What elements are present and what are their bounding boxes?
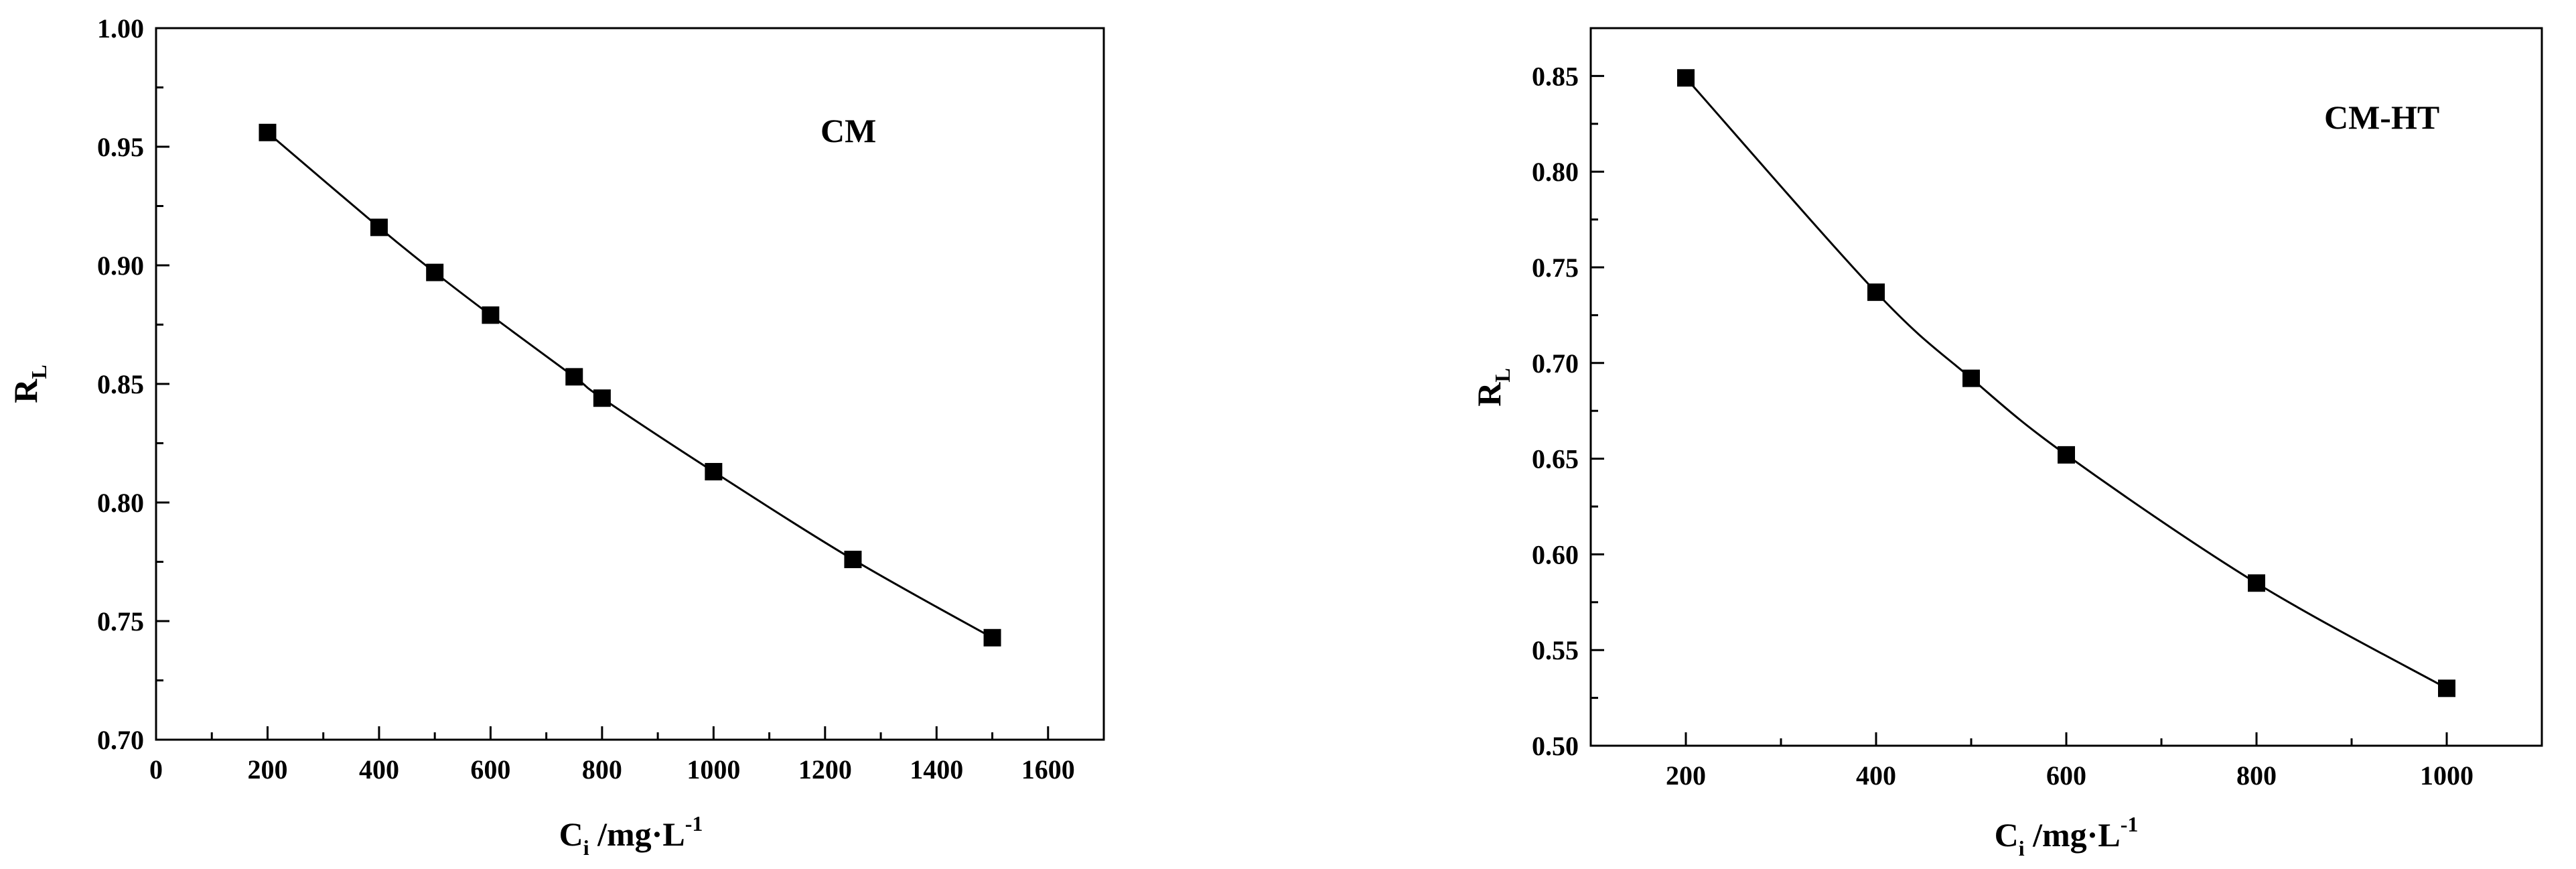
data-point [1867, 283, 1885, 302]
y-axis-title-main: R [7, 379, 44, 403]
x-tick-label: 800 [582, 754, 622, 785]
y-axis-title-main: R [1470, 382, 1508, 407]
x-tick-label: 400 [1856, 760, 1896, 791]
x-tick-label: 1600 [1021, 754, 1075, 785]
x-axis-title: Ci /mg·L-1 [559, 811, 703, 860]
y-tick-label: 0.65 [1532, 444, 1579, 474]
x-tick-label: 1000 [687, 754, 740, 785]
data-point [426, 263, 444, 281]
x-axis-title-sub: i [2019, 836, 2025, 860]
y-axis-title: RL [7, 364, 51, 403]
axis-ticks [155, 27, 1050, 741]
data-point [259, 123, 277, 141]
chart-annotation: CM-HT [2324, 98, 2439, 136]
x-tick-label: 200 [1666, 760, 1706, 791]
data-point [593, 389, 611, 407]
series-markers [259, 123, 1001, 647]
y-tick-label: 0.85 [1532, 61, 1579, 91]
x-tick-label: 1200 [798, 754, 852, 785]
series-line [267, 131, 993, 639]
x-axis-title-main: C [559, 815, 583, 853]
y-tick-label: 0.85 [97, 369, 144, 399]
x-axis-title-sup: -1 [685, 811, 703, 835]
data-point [1962, 369, 1980, 387]
y-tick-label: 0.75 [97, 606, 144, 637]
data-point [2248, 574, 2265, 592]
y-tick-label: 0.75 [1532, 253, 1579, 283]
chart-cm: 0 200 400 600 800 1000 1200 1400 1600 0.700.750.… [7, 13, 1105, 860]
chart-cm-ht: 200 400 600 800 1000 0.50 0.55 0.60 0.65 0.70 0.7… [1470, 27, 2543, 860]
x-tick-labels: 200 400 600 800 1000 [1666, 760, 2474, 791]
x-axis-title-rest: /mg·L [2025, 816, 2121, 854]
x-axis-title-rest: /mg·L [589, 815, 685, 853]
y-tick-label: 0.55 [1532, 635, 1579, 665]
x-tick-label: 200 [247, 754, 287, 785]
x-tick-labels: 0 200 400 600 800 1000 1200 1400 1600 [149, 754, 1075, 785]
chart-annotation: CM [820, 112, 876, 149]
x-tick-label: 400 [359, 754, 399, 785]
x-axis-title: Ci /mg·L-1 [1995, 812, 2139, 860]
x-tick-label: 600 [470, 754, 510, 785]
y-tick-label: 0.80 [97, 488, 144, 518]
x-tick-label: 800 [2236, 760, 2277, 791]
x-axis-title-main: C [1995, 816, 2019, 854]
y-tick-label: 0.60 [1532, 539, 1579, 570]
data-point [1677, 69, 1695, 87]
y-axis-title-sub: L [27, 364, 51, 379]
axis-ticks [1591, 74, 2448, 747]
y-tick-label: 0.70 [97, 725, 144, 755]
data-point [565, 368, 583, 386]
data-point [983, 628, 1001, 647]
x-tick-label: 1000 [2420, 760, 2474, 791]
x-tick-label: 0 [149, 754, 163, 785]
data-point [2438, 679, 2455, 697]
x-tick-label: 600 [2046, 760, 2086, 791]
data-point [705, 462, 723, 480]
y-tick-label: 0.80 [1532, 157, 1579, 187]
x-axis-title-sub: i [583, 835, 589, 860]
y-axis-title: RL [1470, 368, 1514, 406]
series-line [1685, 77, 2447, 689]
data-point [844, 550, 862, 568]
series-markers [1677, 69, 2455, 697]
plot-frame [155, 27, 1105, 741]
y-tick-labels: 0.70 0.75 0.80 0.85 0.90 0.95 1.00 [97, 13, 144, 755]
y-axis-title-sub: L [1490, 368, 1514, 382]
data-point [482, 306, 500, 324]
y-tick-label: 0.50 [1532, 731, 1579, 761]
y-tick-label: 0.90 [97, 251, 144, 281]
x-tick-label: 1400 [910, 754, 963, 785]
data-point [370, 218, 388, 237]
y-tick-label: 0.95 [97, 132, 144, 162]
y-tick-label: 1.00 [97, 13, 144, 44]
y-tick-label: 0.70 [1532, 348, 1579, 379]
x-axis-title-sup: -1 [2121, 812, 2139, 836]
data-point [2058, 446, 2075, 464]
y-tick-labels: 0.50 0.55 0.60 0.65 0.70 0.75 0.80 0.85 [1532, 61, 1579, 761]
